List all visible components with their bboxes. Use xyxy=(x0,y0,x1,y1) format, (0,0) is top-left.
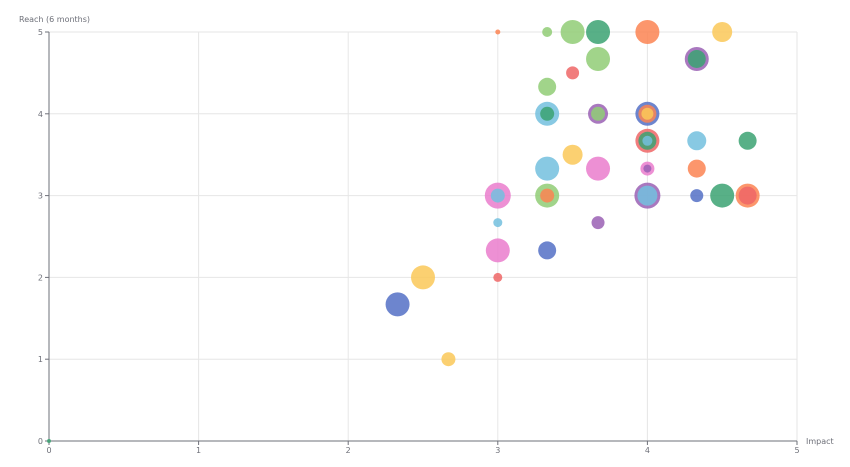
bubble-point[interactable] xyxy=(411,265,435,290)
bubble-point[interactable] xyxy=(687,131,707,151)
y-axis-label: Reach (6 months) xyxy=(19,15,90,24)
x-tick-label: 5 xyxy=(794,446,799,455)
bubble-point[interactable] xyxy=(493,218,503,228)
x-tick-label: 1 xyxy=(196,446,201,455)
bubble-point[interactable] xyxy=(562,144,583,165)
bubble-point[interactable] xyxy=(591,216,605,230)
y-tick-label: 4 xyxy=(38,110,43,119)
x-axis-label: Impact xyxy=(806,437,834,446)
y-tick-label: 0 xyxy=(38,437,43,446)
bubble-point[interactable] xyxy=(642,135,653,146)
bubble-point[interactable] xyxy=(586,20,611,44)
x-tick-label: 0 xyxy=(46,446,51,455)
y-tick-label: 1 xyxy=(38,355,43,364)
bubble-point[interactable] xyxy=(586,46,611,71)
bubble-point[interactable] xyxy=(542,27,553,37)
bubble-point[interactable] xyxy=(687,159,706,178)
bubble-point[interactable] xyxy=(538,77,557,96)
axes xyxy=(48,32,797,442)
bubble-point[interactable] xyxy=(560,20,585,44)
x-tick-label: 3 xyxy=(495,446,500,455)
bubble-point[interactable] xyxy=(586,156,611,181)
bubble-point[interactable] xyxy=(538,241,557,260)
bubble-point[interactable] xyxy=(738,131,757,150)
bubble-point[interactable] xyxy=(495,29,501,35)
grid-lines xyxy=(49,31,798,441)
x-tick-label: 2 xyxy=(346,446,351,455)
bubble-point[interactable] xyxy=(47,439,51,443)
x-axis-ticks: 0 1 2 3 4 5 xyxy=(46,441,800,455)
bubble-point[interactable] xyxy=(566,66,580,80)
y-tick-label: 5 xyxy=(38,28,43,37)
bubble-point[interactable] xyxy=(690,189,704,203)
bubble-point[interactable] xyxy=(643,164,652,173)
bubble-point[interactable] xyxy=(535,156,560,181)
y-tick-label: 2 xyxy=(38,273,43,282)
bubble-point[interactable] xyxy=(540,106,555,121)
bubble-point[interactable] xyxy=(490,188,505,203)
bubble-point[interactable] xyxy=(635,20,660,44)
data-points xyxy=(47,20,760,443)
bubble-point[interactable] xyxy=(687,49,706,68)
bubble-point[interactable] xyxy=(641,107,654,120)
y-axis-ticks: 0 1 2 3 4 5 xyxy=(38,28,49,446)
bubble-point[interactable] xyxy=(485,238,510,263)
bubble-point[interactable] xyxy=(385,292,410,317)
x-tick-label: 4 xyxy=(645,446,650,455)
bubble-point[interactable] xyxy=(540,188,555,203)
y-tick-label: 3 xyxy=(38,192,43,201)
bubble-point[interactable] xyxy=(591,106,606,121)
bubble-point[interactable] xyxy=(710,183,735,208)
bubble-point[interactable] xyxy=(441,352,456,367)
bubble-point[interactable] xyxy=(493,272,503,282)
bubble-point[interactable] xyxy=(712,22,733,42)
bubble-point[interactable] xyxy=(738,186,757,205)
bubble-point[interactable] xyxy=(637,185,658,206)
